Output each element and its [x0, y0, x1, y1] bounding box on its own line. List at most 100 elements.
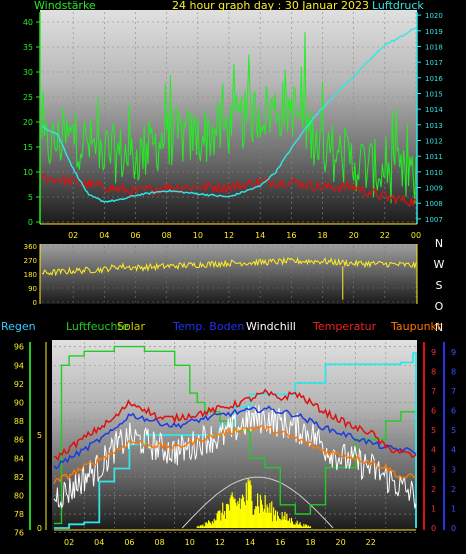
- soil-tick-label: 7: [451, 387, 456, 396]
- compass-label-w: W: [434, 258, 445, 271]
- series-windstaerke-mean: [41, 173, 417, 208]
- time-tick-label: 18: [317, 231, 327, 240]
- panel3-time-tick-label: 20: [335, 538, 345, 547]
- panel3-time-tick-label: 14: [245, 538, 255, 547]
- pressure-tick-label: 1007: [425, 216, 443, 224]
- wind-axis-title: Windstärke: [34, 0, 96, 12]
- panel3-time-tick-label: 04: [94, 538, 104, 547]
- soil-tick-label: 8: [451, 367, 456, 376]
- temperature-tick-label: 7: [431, 387, 436, 396]
- wind-tick-label: 40: [23, 18, 33, 27]
- pressure-tick-label: 1012: [425, 138, 443, 146]
- humidity-tick-label: 88: [14, 417, 24, 426]
- series-temperatur: [53, 388, 417, 462]
- series-taupunkt: [53, 424, 417, 484]
- soil-tick-label: 6: [451, 407, 456, 416]
- chart-marks: [41, 27, 417, 529]
- compass-label-n: N: [435, 321, 443, 334]
- pressure-tick-label: 1019: [425, 28, 443, 36]
- direction-tick-label: 180: [24, 271, 37, 279]
- wind-tick-label: 10: [23, 168, 33, 177]
- legend-windchill: Windchill: [246, 320, 296, 333]
- time-tick-label: 10: [193, 231, 203, 240]
- series-windstaerke-gust: [41, 32, 417, 204]
- legend-temp-boden: Temp. Boden: [173, 320, 245, 333]
- soil-tick-label: 2: [451, 485, 456, 494]
- rain-tick-label: 5: [37, 431, 42, 440]
- panel3-background: [52, 340, 417, 530]
- temperature-tick-label: 4: [431, 446, 436, 455]
- wind-tick-label: 25: [23, 93, 33, 102]
- pressure-axis-title: Luftdruck: [372, 0, 424, 12]
- pressure-tick-label: 1018: [425, 43, 443, 51]
- time-tick-label: 02: [68, 231, 78, 240]
- humidity-tick-label: 78: [14, 510, 24, 519]
- direction-tick-label: 0: [33, 299, 37, 307]
- temperature-tick-label: 5: [431, 426, 436, 435]
- humidity-tick-label: 94: [14, 361, 24, 370]
- panel3-time-tick-label: 08: [154, 538, 164, 547]
- pressure-tick-label: 1011: [425, 153, 443, 161]
- wind-tick-label: 35: [23, 43, 33, 52]
- humidity-tick-label: 90: [14, 398, 24, 407]
- panel3-time-tick-label: 02: [64, 538, 74, 547]
- pressure-tick-label: 1014: [425, 106, 443, 114]
- temperature-tick-label: 3: [431, 465, 436, 474]
- panel3-time-tick-label: 06: [124, 538, 134, 547]
- wind-tick-label: 15: [23, 143, 33, 152]
- panel3-time-tick-label: 18: [305, 538, 315, 547]
- pressure-tick-label: 1016: [425, 75, 443, 83]
- humidity-tick-label: 86: [14, 436, 24, 445]
- compass-label-o: O: [435, 300, 444, 313]
- panel3-time-tick-label: 16: [275, 538, 285, 547]
- humidity-tick-label: 84: [14, 454, 24, 463]
- chart-title: 24 hour graph day : 30 Januar 2023: [172, 0, 369, 12]
- soil-tick-label: 3: [451, 465, 456, 474]
- time-tick-label: 20: [349, 231, 359, 240]
- direction-tick-label: 360: [24, 243, 37, 251]
- series-temp-boden: [53, 405, 417, 470]
- soil-tick-label: 0: [451, 524, 456, 533]
- humidity-tick-label: 92: [14, 380, 24, 389]
- temperature-tick-label: 8: [431, 367, 436, 376]
- time-tick-label: 22: [380, 231, 390, 240]
- legend-taupunkt: Taupunkt: [391, 320, 442, 333]
- series-luftfeuchte: [54, 345, 417, 525]
- axes: 0510152025303540100710081009101010111012…: [14, 12, 456, 547]
- pressure-tick-label: 1017: [425, 59, 443, 67]
- humidity-tick-label: 82: [14, 473, 24, 482]
- panel3-time-tick-label: 12: [215, 538, 225, 547]
- pressure-tick-label: 1013: [425, 122, 443, 130]
- temperature-tick-label: 2: [431, 485, 436, 494]
- wind-tick-label: 5: [28, 193, 33, 202]
- panel3-time-tick-label: 10: [185, 538, 195, 547]
- temperature-tick-label: 1: [431, 504, 436, 513]
- pressure-tick-label: 1015: [425, 90, 443, 98]
- direction-tick-label: 270: [24, 257, 37, 265]
- legend-solar: Solar: [117, 320, 146, 333]
- humidity-tick-label: 76: [14, 529, 24, 538]
- humidity-tick-label: 80: [14, 491, 24, 500]
- time-tick-label: 08: [162, 231, 172, 240]
- temperature-tick-label: 9: [431, 348, 436, 357]
- wind-tick-label: 0: [28, 218, 33, 227]
- series-windrichtung: [41, 256, 417, 277]
- series-solar-max: [181, 476, 334, 529]
- soil-tick-label: 5: [451, 426, 456, 435]
- humidity-tick-label: 96: [14, 343, 24, 352]
- time-tick-label: 12: [224, 231, 234, 240]
- pressure-tick-label: 1008: [425, 200, 443, 208]
- soil-tick-label: 9: [451, 348, 456, 357]
- time-tick-label: 14: [255, 231, 265, 240]
- series-luftdruck: [41, 27, 417, 203]
- rain-tick-label: 0: [37, 524, 42, 533]
- time-tick-label: 04: [99, 231, 109, 240]
- legend-luftfeuchte: Luftfeuchte: [66, 320, 129, 333]
- compass-label-s: S: [436, 279, 443, 292]
- panel3-time-tick-label: 22: [366, 538, 376, 547]
- wind-tick-label: 20: [23, 118, 33, 127]
- time-tick-label: 06: [130, 231, 140, 240]
- time-tick-label: 00: [411, 231, 421, 240]
- pressure-tick-label: 1009: [425, 185, 443, 193]
